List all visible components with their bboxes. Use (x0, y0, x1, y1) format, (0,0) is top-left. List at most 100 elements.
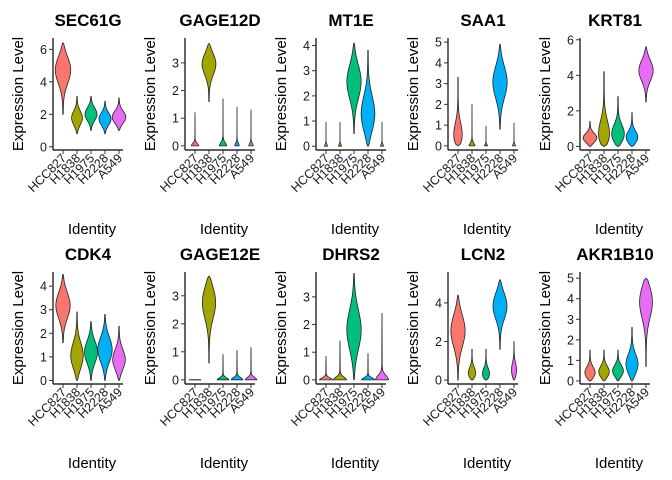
y-tick-label: 0 (567, 374, 574, 388)
panel-sec61g: SEC61G0246HCC827H1838H1975H2228A549Expre… (10, 11, 127, 238)
y-tick-label: 0 (40, 140, 47, 154)
y-tick-label: 0 (567, 140, 574, 154)
y-tick-label: 2 (40, 327, 47, 341)
violin-h1975 (482, 348, 490, 381)
y-axis-label: Expression Level (537, 271, 554, 385)
violin-h2228 (492, 43, 508, 130)
violin-h1975 (346, 272, 362, 381)
violin-h2228 (360, 353, 376, 381)
violin-h1838 (201, 43, 217, 102)
violin-h1838 (70, 311, 84, 381)
y-tick-label: 0 (172, 373, 179, 387)
violin-a549 (639, 277, 653, 367)
violin-h2228 (625, 112, 639, 147)
panel-title: GAGE12D (179, 11, 260, 30)
panel-krt81: KRT810246HCC827H1838H1975H2228A549Expres… (537, 11, 654, 238)
y-tick-label: 2 (172, 84, 179, 98)
y-axis-label: Expression Level (537, 37, 554, 151)
y-tick-label: 5 (435, 36, 442, 50)
violin-h2228 (234, 106, 240, 147)
y-tick-label: 3 (303, 64, 310, 78)
x-axis-label: Identity (68, 455, 117, 472)
violin-h2228 (230, 350, 244, 381)
panel-cdk4: CDK401234HCC827H1838H1975H2228A549Expres… (10, 245, 126, 472)
y-tick-label: 6 (40, 43, 47, 57)
y-tick-label: 4 (435, 56, 442, 70)
violin-hcc827 (324, 121, 328, 147)
x-axis-label: Identity (463, 455, 512, 472)
panel-gage12e: GAGE12E0123HCC827H1838H1975H2228A549Expr… (142, 245, 260, 472)
x-axis-label: Identity (331, 455, 380, 472)
panel-akr1b10: AKR1B10012345HCC827H1838H1975H2228A549Ex… (537, 245, 654, 472)
y-tick-label: 2 (435, 98, 442, 112)
violin-hcc827 (582, 121, 598, 147)
violin-hcc827 (584, 349, 596, 382)
y-tick-label: 2 (40, 108, 47, 122)
panel-title: LCN2 (461, 245, 505, 264)
panel-lcn2: LCN2024HCC827H1838H1975H2228A549Expressi… (405, 245, 520, 472)
violin-h2228 (625, 327, 639, 382)
panel-mt1e: MT1E01234HCC827H1838H1975H2228A549Expres… (273, 11, 388, 238)
violin-h2228 (97, 314, 113, 381)
y-axis-label: Expression Level (273, 271, 290, 385)
panel-gage12d: GAGE12D0123HCC827H1838H1975H2228A549Expr… (142, 11, 261, 238)
panel-title: GAGE12E (180, 245, 260, 264)
y-axis-label: Expression Level (142, 37, 159, 151)
y-axis-label: Expression Level (405, 271, 422, 385)
y-tick-label: 5 (567, 272, 574, 286)
x-axis-label: Identity (595, 221, 644, 238)
panel-title: MT1E (328, 11, 373, 30)
violin-h1975 (611, 96, 625, 147)
violin-a549 (244, 347, 258, 381)
panel-title: SAA1 (460, 11, 505, 30)
violin-h2228 (98, 100, 112, 135)
violin-a549 (511, 341, 517, 381)
y-tick-label: 0 (435, 139, 442, 153)
y-tick-label: 3 (435, 77, 442, 91)
violin-h2228 (492, 279, 508, 350)
x-axis-label: Identity (463, 221, 512, 238)
violin-a549 (374, 313, 390, 381)
violin-hcc827 (190, 112, 200, 147)
y-tick-label: 1 (303, 115, 310, 129)
y-tick-label: 4 (40, 75, 47, 89)
y-tick-label: 0 (435, 374, 442, 388)
x-axis-label: Identity (200, 221, 249, 238)
violin-h1838 (71, 96, 83, 135)
y-tick-label: 1 (40, 350, 47, 364)
y-tick-label: 3 (303, 290, 310, 304)
violin-h1975 (218, 98, 228, 147)
violin-hcc827 (450, 294, 466, 381)
violin-h1838 (338, 121, 342, 147)
violin-hcc827 (54, 42, 72, 115)
y-tick-label: 0 (303, 373, 310, 387)
violin-h1975 (346, 42, 362, 135)
violin-h1838 (468, 103, 476, 147)
violin-h2228 (360, 50, 376, 147)
panel-dhrs2: DHRS20123HCC827H1838H1975H2228A549Expres… (273, 245, 390, 472)
y-tick-label: 0 (172, 139, 179, 153)
x-axis-label: Identity (331, 221, 380, 238)
panel-saa1: SAA1012345HCC827H1838H1975H2228A549Expre… (405, 11, 520, 238)
panel-title: DHRS2 (322, 245, 380, 264)
y-tick-label: 0 (303, 140, 310, 154)
y-tick-label: 2 (567, 104, 574, 118)
y-tick-label: 4 (303, 39, 310, 53)
violin-a549 (638, 46, 654, 103)
violin-h1975 (84, 321, 98, 381)
y-tick-label: 3 (172, 56, 179, 70)
panel-title: SEC61G (54, 11, 121, 30)
violin-a549 (380, 121, 384, 147)
violin-h1975 (216, 354, 230, 381)
violin-a549 (112, 325, 126, 381)
violin-hcc827 (453, 77, 463, 147)
violin-h1838 (201, 275, 217, 364)
violin-h1838 (467, 348, 477, 381)
violin-hcc827 (318, 355, 334, 381)
y-tick-label: 0 (40, 374, 47, 388)
y-axis-label: Expression Level (142, 271, 159, 385)
y-tick-label: 2 (303, 318, 310, 332)
y-tick-label: 4 (40, 280, 47, 294)
violin-a549 (248, 109, 254, 147)
